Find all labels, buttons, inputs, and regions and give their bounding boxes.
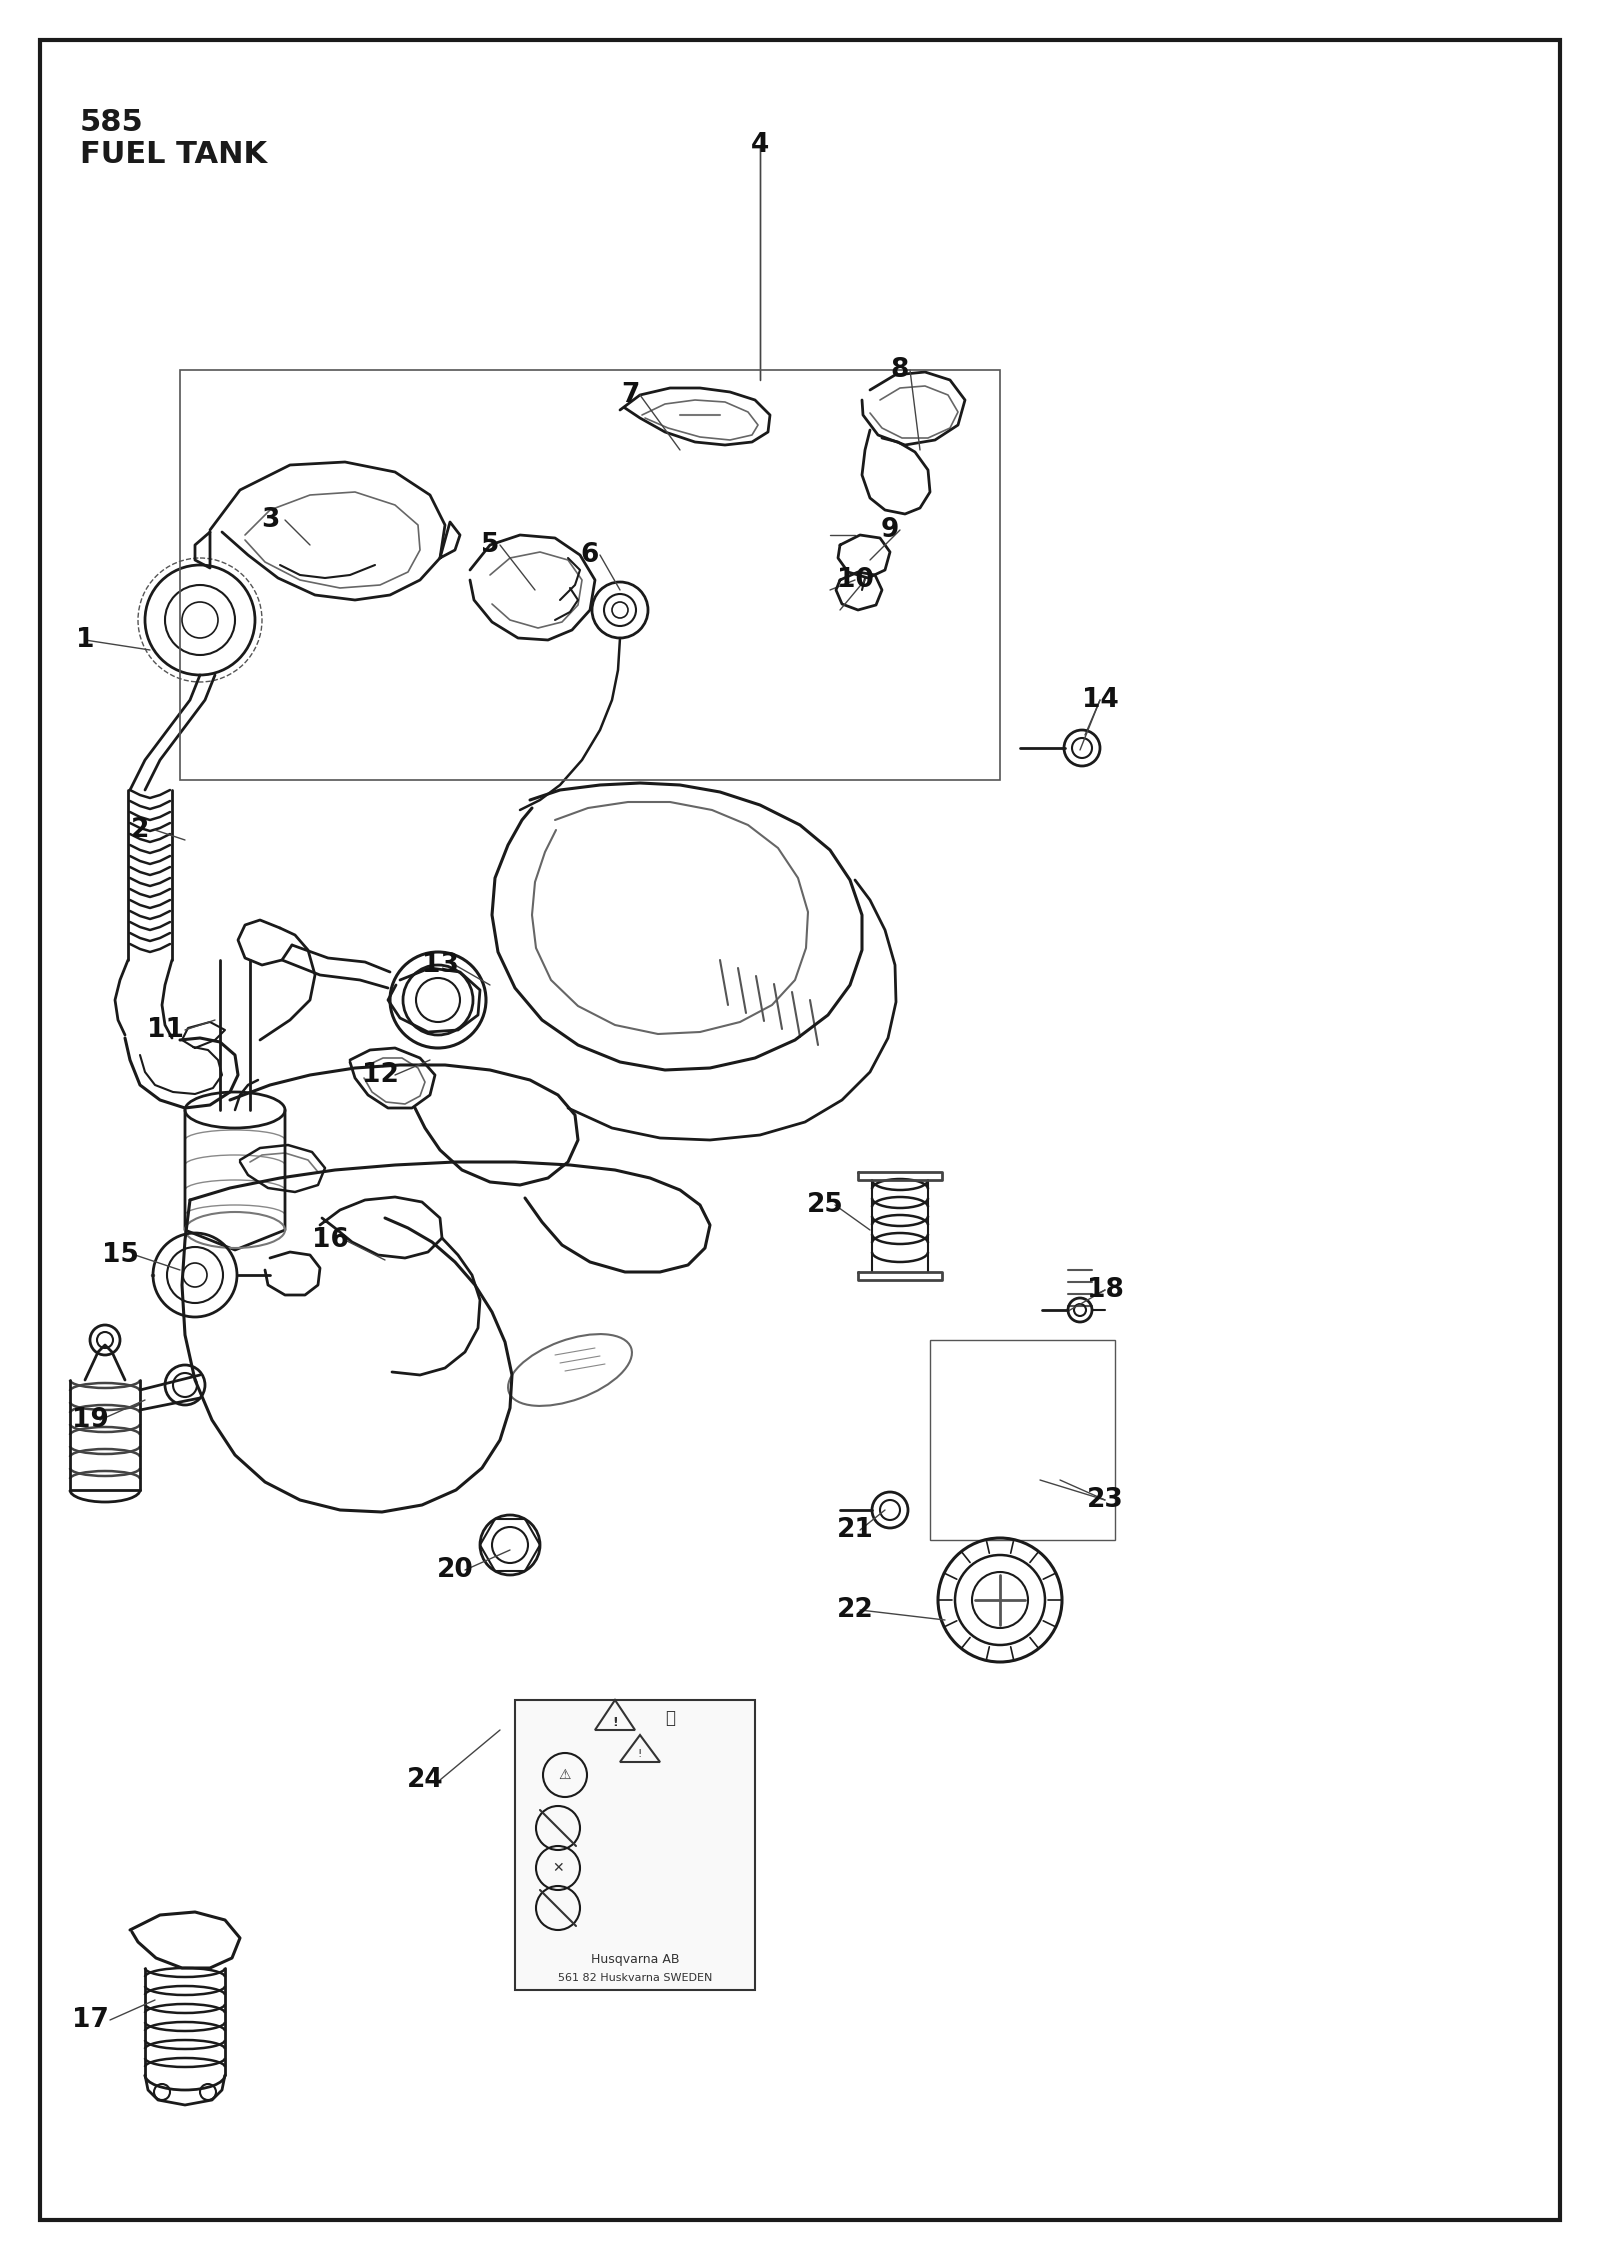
Bar (179, 371, 1000, 780)
Text: ⚠: ⚠ (558, 1769, 571, 1782)
Bar (930, 1339, 1115, 1540)
Text: 5: 5 (482, 532, 499, 559)
Text: 📖: 📖 (666, 1710, 675, 1726)
Text: 6: 6 (581, 543, 598, 568)
Text: ✕: ✕ (552, 1862, 563, 1875)
Text: 24: 24 (406, 1767, 443, 1794)
Text: 19: 19 (72, 1407, 109, 1434)
Bar (515, 1701, 755, 1991)
Text: 585: 585 (80, 109, 144, 138)
Text: 4: 4 (750, 131, 770, 158)
Text: 17: 17 (72, 2006, 109, 2034)
Text: FUEL TANK: FUEL TANK (80, 140, 267, 170)
Text: 20: 20 (437, 1556, 474, 1583)
Text: 14: 14 (1082, 688, 1118, 713)
Text: 22: 22 (837, 1597, 874, 1624)
Text: !: ! (638, 1749, 642, 1760)
Text: 12: 12 (362, 1061, 398, 1088)
Text: 13: 13 (421, 952, 459, 977)
Text: Husqvarna AB: Husqvarna AB (590, 1954, 680, 1966)
Text: 3: 3 (261, 507, 278, 534)
Text: 1: 1 (75, 627, 94, 654)
Text: 10: 10 (837, 568, 874, 593)
Text: !: ! (613, 1715, 618, 1728)
Text: 18: 18 (1086, 1278, 1123, 1303)
Text: 15: 15 (101, 1242, 139, 1269)
Text: 23: 23 (1086, 1486, 1123, 1513)
Text: 7: 7 (621, 382, 638, 407)
Text: 2: 2 (131, 817, 149, 844)
Text: 25: 25 (806, 1192, 843, 1217)
Text: 11: 11 (147, 1018, 184, 1043)
Text: 21: 21 (837, 1518, 874, 1543)
Text: 16: 16 (312, 1226, 349, 1253)
Text: 8: 8 (891, 357, 909, 382)
Text: 561 82 Huskvarna SWEDEN: 561 82 Huskvarna SWEDEN (558, 1972, 712, 1984)
Text: 9: 9 (882, 518, 899, 543)
